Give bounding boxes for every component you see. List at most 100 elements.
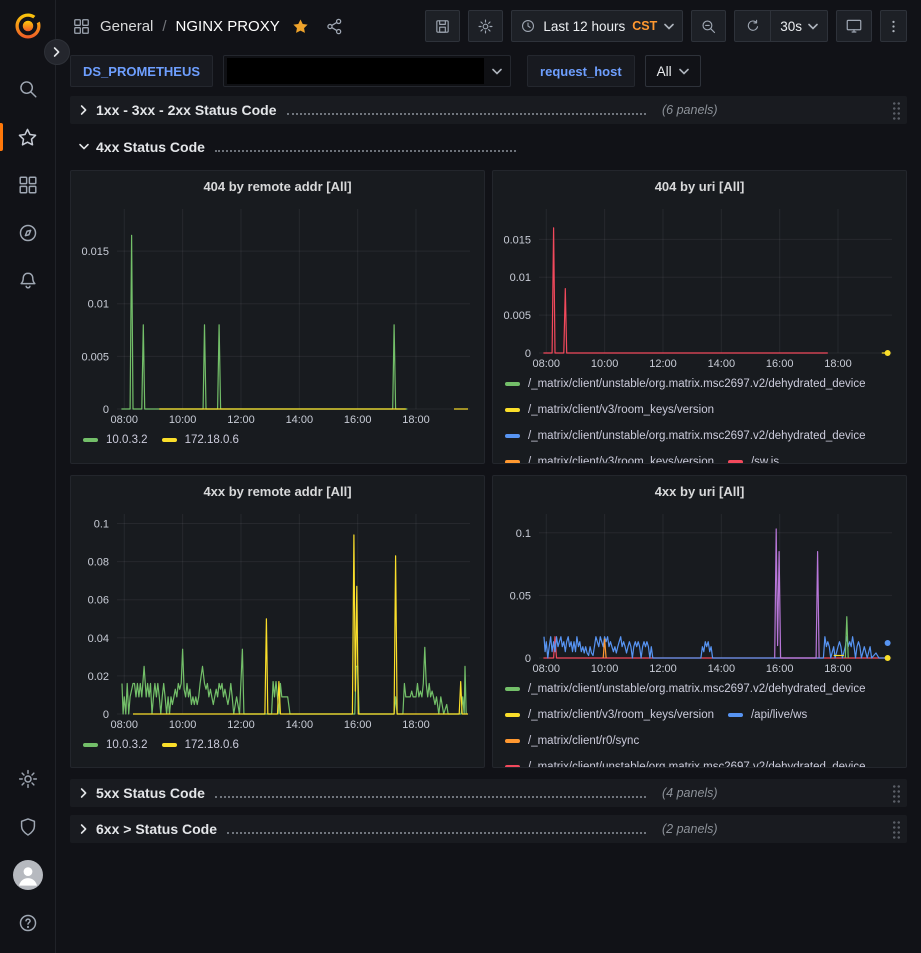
panel-title[interactable]: 404 by uri [All] (654, 178, 745, 194)
variable-ds-prometheus-value (227, 58, 485, 84)
breadcrumb-section[interactable]: General (100, 17, 154, 35)
row-1xx-3xx-2xx[interactable]: 1xx - 3xx - 2xx Status Code (6 panels) (70, 96, 907, 124)
row-drag-handle[interactable] (892, 783, 901, 803)
sidebar-item-help[interactable] (0, 899, 56, 947)
svg-text:0.06: 0.06 (88, 595, 109, 607)
svg-text:0: 0 (103, 709, 109, 721)
svg-text:0.01: 0.01 (510, 272, 531, 284)
legend-item[interactable]: /_matrix/client/v3/room_keys/version (505, 453, 714, 463)
legend-item[interactable]: /_matrix/client/r0/sync (505, 732, 639, 749)
legend-swatch (505, 738, 520, 743)
svg-text:0.1: 0.1 (516, 528, 531, 540)
time-range-label: Last 12 hours (543, 18, 626, 34)
timeseries-chart[interactable]: 08:00 10:00 12:00 14:00 16:00 18:00 0 0.02 0.04 0… (71, 506, 484, 734)
variable-request-host-label[interactable]: request_host (527, 55, 635, 87)
sidebar-item-dashboards[interactable] (0, 161, 56, 209)
more-options-button[interactable] (880, 10, 907, 42)
sidebar-item-search[interactable] (0, 65, 56, 113)
sidebar-item-explore[interactable] (0, 209, 56, 257)
chevron-down-icon (76, 143, 92, 151)
svg-text:12:00: 12:00 (227, 414, 255, 426)
timeseries-chart[interactable]: 08:00 10:00 12:00 14:00 16:00 18:00 0 0.005 0.01… (493, 201, 906, 373)
legend-item[interactable]: /_matrix/client/unstable/org.matrix.msc2… (505, 680, 866, 697)
clock-icon (520, 18, 536, 34)
svg-text:14:00: 14:00 (708, 663, 736, 675)
help-icon (17, 912, 39, 934)
kebab-icon (885, 18, 902, 35)
chevron-right-icon (76, 104, 92, 116)
svg-text:0: 0 (103, 404, 109, 416)
zoom-out-button[interactable] (691, 10, 727, 42)
legend-label: /_matrix/client/v3/room_keys/version (528, 403, 714, 416)
svg-text:0.02: 0.02 (88, 671, 109, 683)
panel-title[interactable]: 404 by remote addr [All] (203, 178, 352, 194)
legend-label: /_matrix/client/r0/sync (528, 734, 640, 747)
monitor-icon (845, 17, 863, 35)
variables-bar: DS_PROMETHEUS request_host All (56, 52, 921, 96)
legend-item[interactable]: /_matrix/client/v3/room_keys/version (505, 401, 714, 418)
legend-item[interactable]: /_matrix/client/unstable/org.matrix.msc2… (505, 758, 866, 767)
favorite-star-icon[interactable] (291, 17, 310, 36)
svg-text:0.005: 0.005 (503, 310, 531, 322)
row-dotted-leader (286, 106, 646, 115)
svg-text:16:00: 16:00 (344, 719, 372, 731)
legend-item[interactable]: /_matrix/client/v3/room_keys/version (505, 706, 714, 723)
sidebar-item-profile[interactable] (0, 851, 56, 899)
refresh-button[interactable] (735, 11, 772, 41)
timeseries-chart[interactable]: 08:00 10:00 12:00 14:00 16:00 18:00 0 0.05 0.1 (493, 506, 906, 678)
refresh-interval-picker[interactable]: 30s (771, 11, 827, 41)
legend-label: /_matrix/client/v3/room_keys/version (528, 708, 714, 721)
legend-item[interactable]: /_matrix/client/unstable/org.matrix.msc2… (505, 427, 866, 444)
legend-item[interactable]: /sw.js (727, 453, 779, 463)
row-4xx[interactable]: 4xx Status Code (70, 133, 907, 161)
svg-text:0.08: 0.08 (88, 557, 109, 569)
row-dotted-leader (214, 789, 646, 798)
legend-item[interactable]: /_matrix/client/unstable/org.matrix.msc2… (505, 375, 866, 392)
svg-text:12:00: 12:00 (649, 663, 677, 675)
dashboard-settings-button[interactable] (468, 10, 504, 42)
compass-icon (17, 222, 39, 244)
cycle-view-mode-button[interactable] (836, 10, 872, 42)
legend-item[interactable]: 172.18.0.6 (161, 736, 239, 753)
svg-text:14:00: 14:00 (286, 719, 314, 731)
avatar (12, 860, 43, 890)
row-drag-handle[interactable] (892, 100, 901, 120)
sidebar-item-configuration[interactable] (0, 755, 56, 803)
grafana-logo[interactable] (13, 11, 43, 41)
variable-ds-prometheus-label[interactable]: DS_PROMETHEUS (70, 55, 214, 87)
variable-request-host-select[interactable]: All (644, 55, 701, 87)
sidebar-item-alerting[interactable] (0, 257, 56, 305)
time-range-picker[interactable]: Last 12 hours CST (511, 10, 684, 42)
share-icon[interactable] (325, 17, 344, 36)
variable-ds-prometheus-select[interactable] (223, 55, 512, 87)
legend-item[interactable]: 172.18.0.6 (161, 431, 239, 448)
panel-title[interactable]: 4xx by remote addr [All] (203, 483, 352, 499)
sidebar-item-starred[interactable] (0, 113, 56, 161)
dashboard-header: General / NGINX PROXY (56, 0, 921, 52)
legend-label: 10.0.3.2 (106, 433, 148, 446)
save-icon (434, 18, 451, 35)
timeseries-chart[interactable]: 08:00 10:00 12:00 14:00 16:00 18:00 0 0.005 0.01… (71, 201, 484, 429)
sidebar-expand-button[interactable] (44, 39, 70, 65)
row-6xx[interactable]: 6xx > Status Code (2 panels) (70, 815, 907, 843)
chevron-down-icon (808, 23, 818, 30)
panel-title[interactable]: 4xx by uri [All] (654, 483, 745, 499)
variable-request-host-value: All (656, 63, 672, 79)
page-title: NGINX PROXY (175, 17, 280, 35)
row-5xx[interactable]: 5xx Status Code (4 panels) (70, 779, 907, 807)
legend-item[interactable]: /api/live/ws (727, 706, 807, 723)
panel-404-by-remote-addr: 404 by remote addr [All] 08:00 10:00 12:00… (70, 170, 485, 464)
legend-swatch (83, 437, 98, 442)
legend-item[interactable]: 10.0.3.2 (83, 736, 148, 753)
legend-swatch (161, 437, 177, 442)
legend-item[interactable]: 10.0.3.2 (83, 431, 148, 448)
sidebar-item-server-admin[interactable] (0, 803, 56, 851)
dashboard-body: 1xx - 3xx - 2xx Status Code (6 panels) 4… (56, 96, 921, 843)
timezone-label: CST (632, 19, 658, 33)
row-drag-handle[interactable] (892, 819, 901, 839)
gear-icon (17, 768, 39, 790)
save-dashboard-button[interactable] (425, 10, 461, 42)
refresh-controls: 30s (734, 10, 828, 42)
legend-swatch (83, 742, 98, 747)
panel-4xx-by-remote-addr: 4xx by remote addr [All] 08:00 10:00 12:00… (70, 475, 485, 768)
